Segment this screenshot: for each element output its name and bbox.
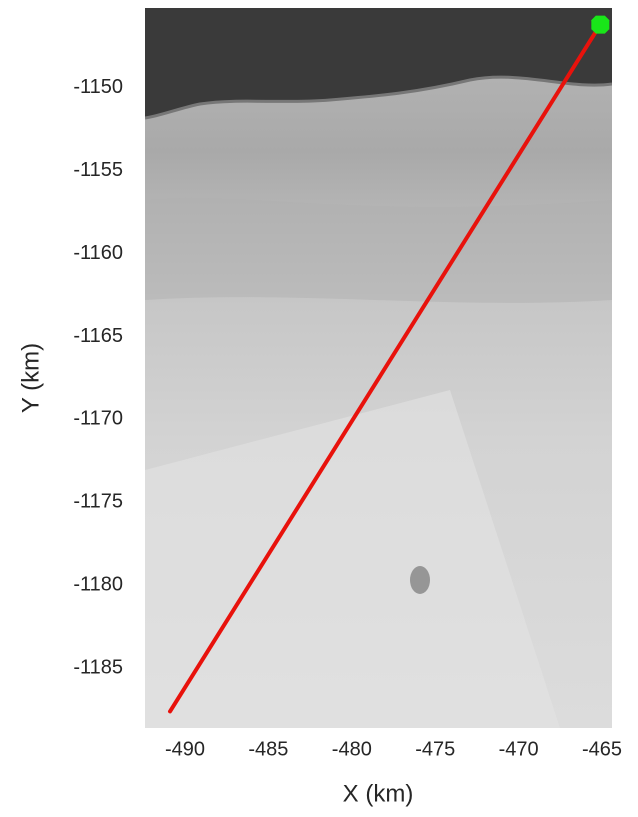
y-axis-label: Y (km) bbox=[17, 343, 44, 413]
end-marker bbox=[591, 15, 610, 34]
x-axis-label: X (km) bbox=[343, 780, 414, 807]
y-tick-label: -1170 bbox=[73, 408, 123, 430]
y-tick-label: -1175 bbox=[73, 491, 123, 513]
y-tick-label: -1160 bbox=[73, 242, 123, 264]
y-tick-label: -1185 bbox=[73, 657, 123, 679]
x-tick-label: -480 bbox=[332, 738, 372, 760]
y-tick-label: -1150 bbox=[73, 76, 123, 98]
x-tick-label: -485 bbox=[248, 738, 288, 760]
y-tick-label: -1165 bbox=[73, 325, 123, 347]
data-line bbox=[168, 22, 603, 714]
x-tick-label: -475 bbox=[415, 738, 455, 760]
y-tick-label: -1155 bbox=[73, 159, 123, 181]
x-tick-label: -470 bbox=[499, 738, 539, 760]
x-tick-label: -465 bbox=[582, 738, 622, 760]
x-tick-label: -490 bbox=[165, 738, 205, 760]
y-tick-label: -1180 bbox=[73, 574, 123, 596]
